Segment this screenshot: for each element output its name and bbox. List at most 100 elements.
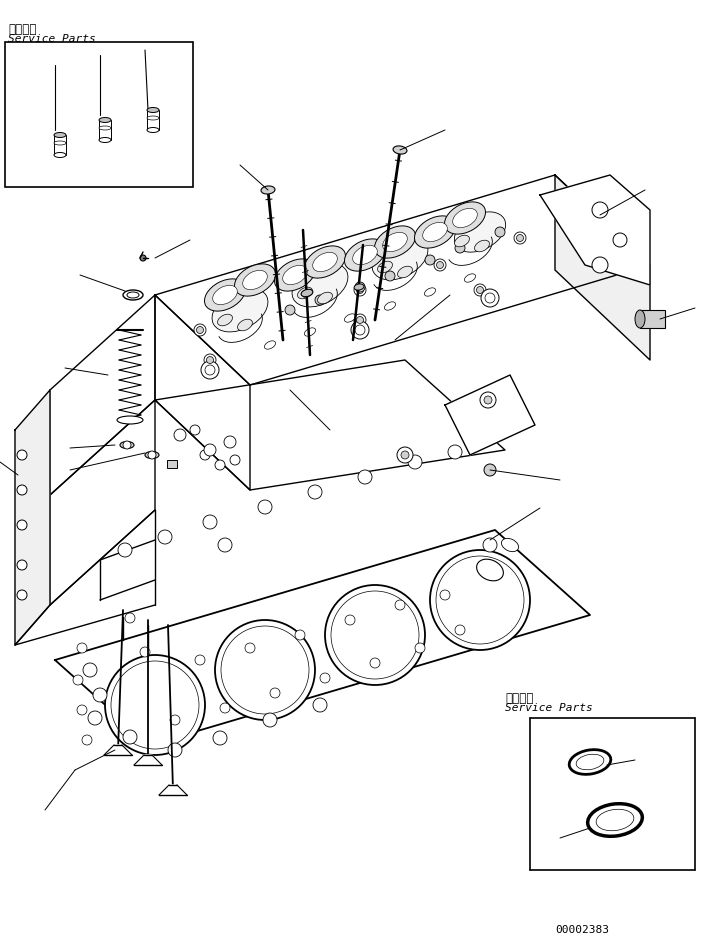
Ellipse shape (217, 314, 233, 325)
Ellipse shape (454, 212, 505, 252)
Circle shape (370, 658, 380, 668)
Ellipse shape (588, 803, 643, 836)
Circle shape (397, 447, 413, 463)
Ellipse shape (205, 279, 245, 311)
Circle shape (168, 743, 182, 757)
Circle shape (220, 703, 230, 713)
Ellipse shape (235, 264, 276, 296)
Circle shape (197, 326, 203, 334)
Circle shape (592, 257, 608, 273)
Ellipse shape (213, 286, 238, 305)
Circle shape (82, 735, 92, 745)
Ellipse shape (354, 284, 364, 290)
Circle shape (190, 425, 200, 435)
Ellipse shape (147, 127, 159, 133)
Circle shape (270, 688, 280, 698)
Ellipse shape (393, 146, 407, 154)
Ellipse shape (372, 236, 428, 280)
Circle shape (194, 324, 206, 336)
Ellipse shape (453, 208, 477, 227)
Circle shape (105, 655, 205, 755)
Circle shape (436, 556, 524, 644)
Circle shape (118, 543, 132, 557)
Polygon shape (55, 530, 590, 745)
Circle shape (483, 538, 497, 552)
Circle shape (205, 365, 215, 375)
Circle shape (514, 232, 526, 244)
Circle shape (245, 643, 255, 653)
Circle shape (355, 325, 365, 335)
Ellipse shape (385, 302, 396, 310)
Circle shape (455, 625, 465, 635)
Ellipse shape (378, 261, 392, 273)
Polygon shape (50, 400, 155, 605)
Circle shape (17, 485, 27, 495)
Circle shape (395, 600, 405, 610)
Circle shape (201, 361, 219, 379)
Polygon shape (50, 295, 155, 495)
Circle shape (207, 356, 214, 363)
Ellipse shape (99, 126, 111, 130)
Ellipse shape (398, 266, 413, 278)
Circle shape (437, 261, 444, 269)
Circle shape (203, 515, 217, 529)
Ellipse shape (455, 235, 470, 247)
Circle shape (123, 730, 137, 744)
Circle shape (17, 450, 27, 460)
Circle shape (385, 271, 395, 281)
Bar (5, 42, 193, 187)
Circle shape (484, 464, 496, 476)
Ellipse shape (344, 314, 356, 323)
Circle shape (88, 711, 102, 725)
Circle shape (356, 317, 363, 323)
Circle shape (440, 590, 450, 600)
Ellipse shape (375, 226, 415, 258)
Circle shape (448, 445, 462, 459)
Ellipse shape (99, 118, 111, 123)
Circle shape (195, 655, 205, 665)
Circle shape (613, 233, 627, 247)
Ellipse shape (54, 133, 66, 138)
Circle shape (485, 293, 495, 303)
Circle shape (480, 392, 496, 408)
Text: 00002383: 00002383 (555, 925, 609, 935)
Text: 補給専用: 補給専用 (505, 692, 534, 705)
Circle shape (477, 287, 484, 293)
Circle shape (356, 287, 363, 293)
Ellipse shape (475, 240, 489, 252)
Circle shape (204, 444, 216, 456)
Ellipse shape (415, 216, 456, 248)
Circle shape (455, 243, 465, 253)
Ellipse shape (318, 292, 333, 304)
Ellipse shape (145, 452, 159, 458)
Circle shape (148, 451, 156, 459)
Circle shape (355, 282, 365, 292)
Circle shape (401, 451, 409, 459)
Circle shape (123, 441, 131, 449)
Circle shape (221, 626, 309, 714)
Ellipse shape (425, 288, 436, 296)
Ellipse shape (465, 273, 475, 282)
Polygon shape (555, 175, 650, 360)
Circle shape (83, 663, 97, 677)
Ellipse shape (477, 559, 503, 581)
Ellipse shape (243, 271, 267, 290)
Circle shape (331, 591, 419, 679)
Circle shape (170, 715, 180, 725)
Circle shape (434, 259, 446, 271)
Polygon shape (540, 175, 650, 285)
Text: 補給専用: 補給専用 (8, 23, 37, 36)
Ellipse shape (353, 245, 378, 265)
Ellipse shape (117, 416, 143, 424)
Circle shape (354, 314, 366, 326)
Circle shape (77, 705, 87, 715)
Circle shape (230, 455, 240, 465)
Ellipse shape (212, 289, 268, 332)
Circle shape (215, 620, 315, 720)
Circle shape (93, 688, 107, 702)
Bar (167, 460, 177, 468)
Polygon shape (155, 360, 505, 490)
Circle shape (263, 713, 277, 727)
Ellipse shape (54, 141, 66, 145)
Ellipse shape (635, 310, 645, 328)
